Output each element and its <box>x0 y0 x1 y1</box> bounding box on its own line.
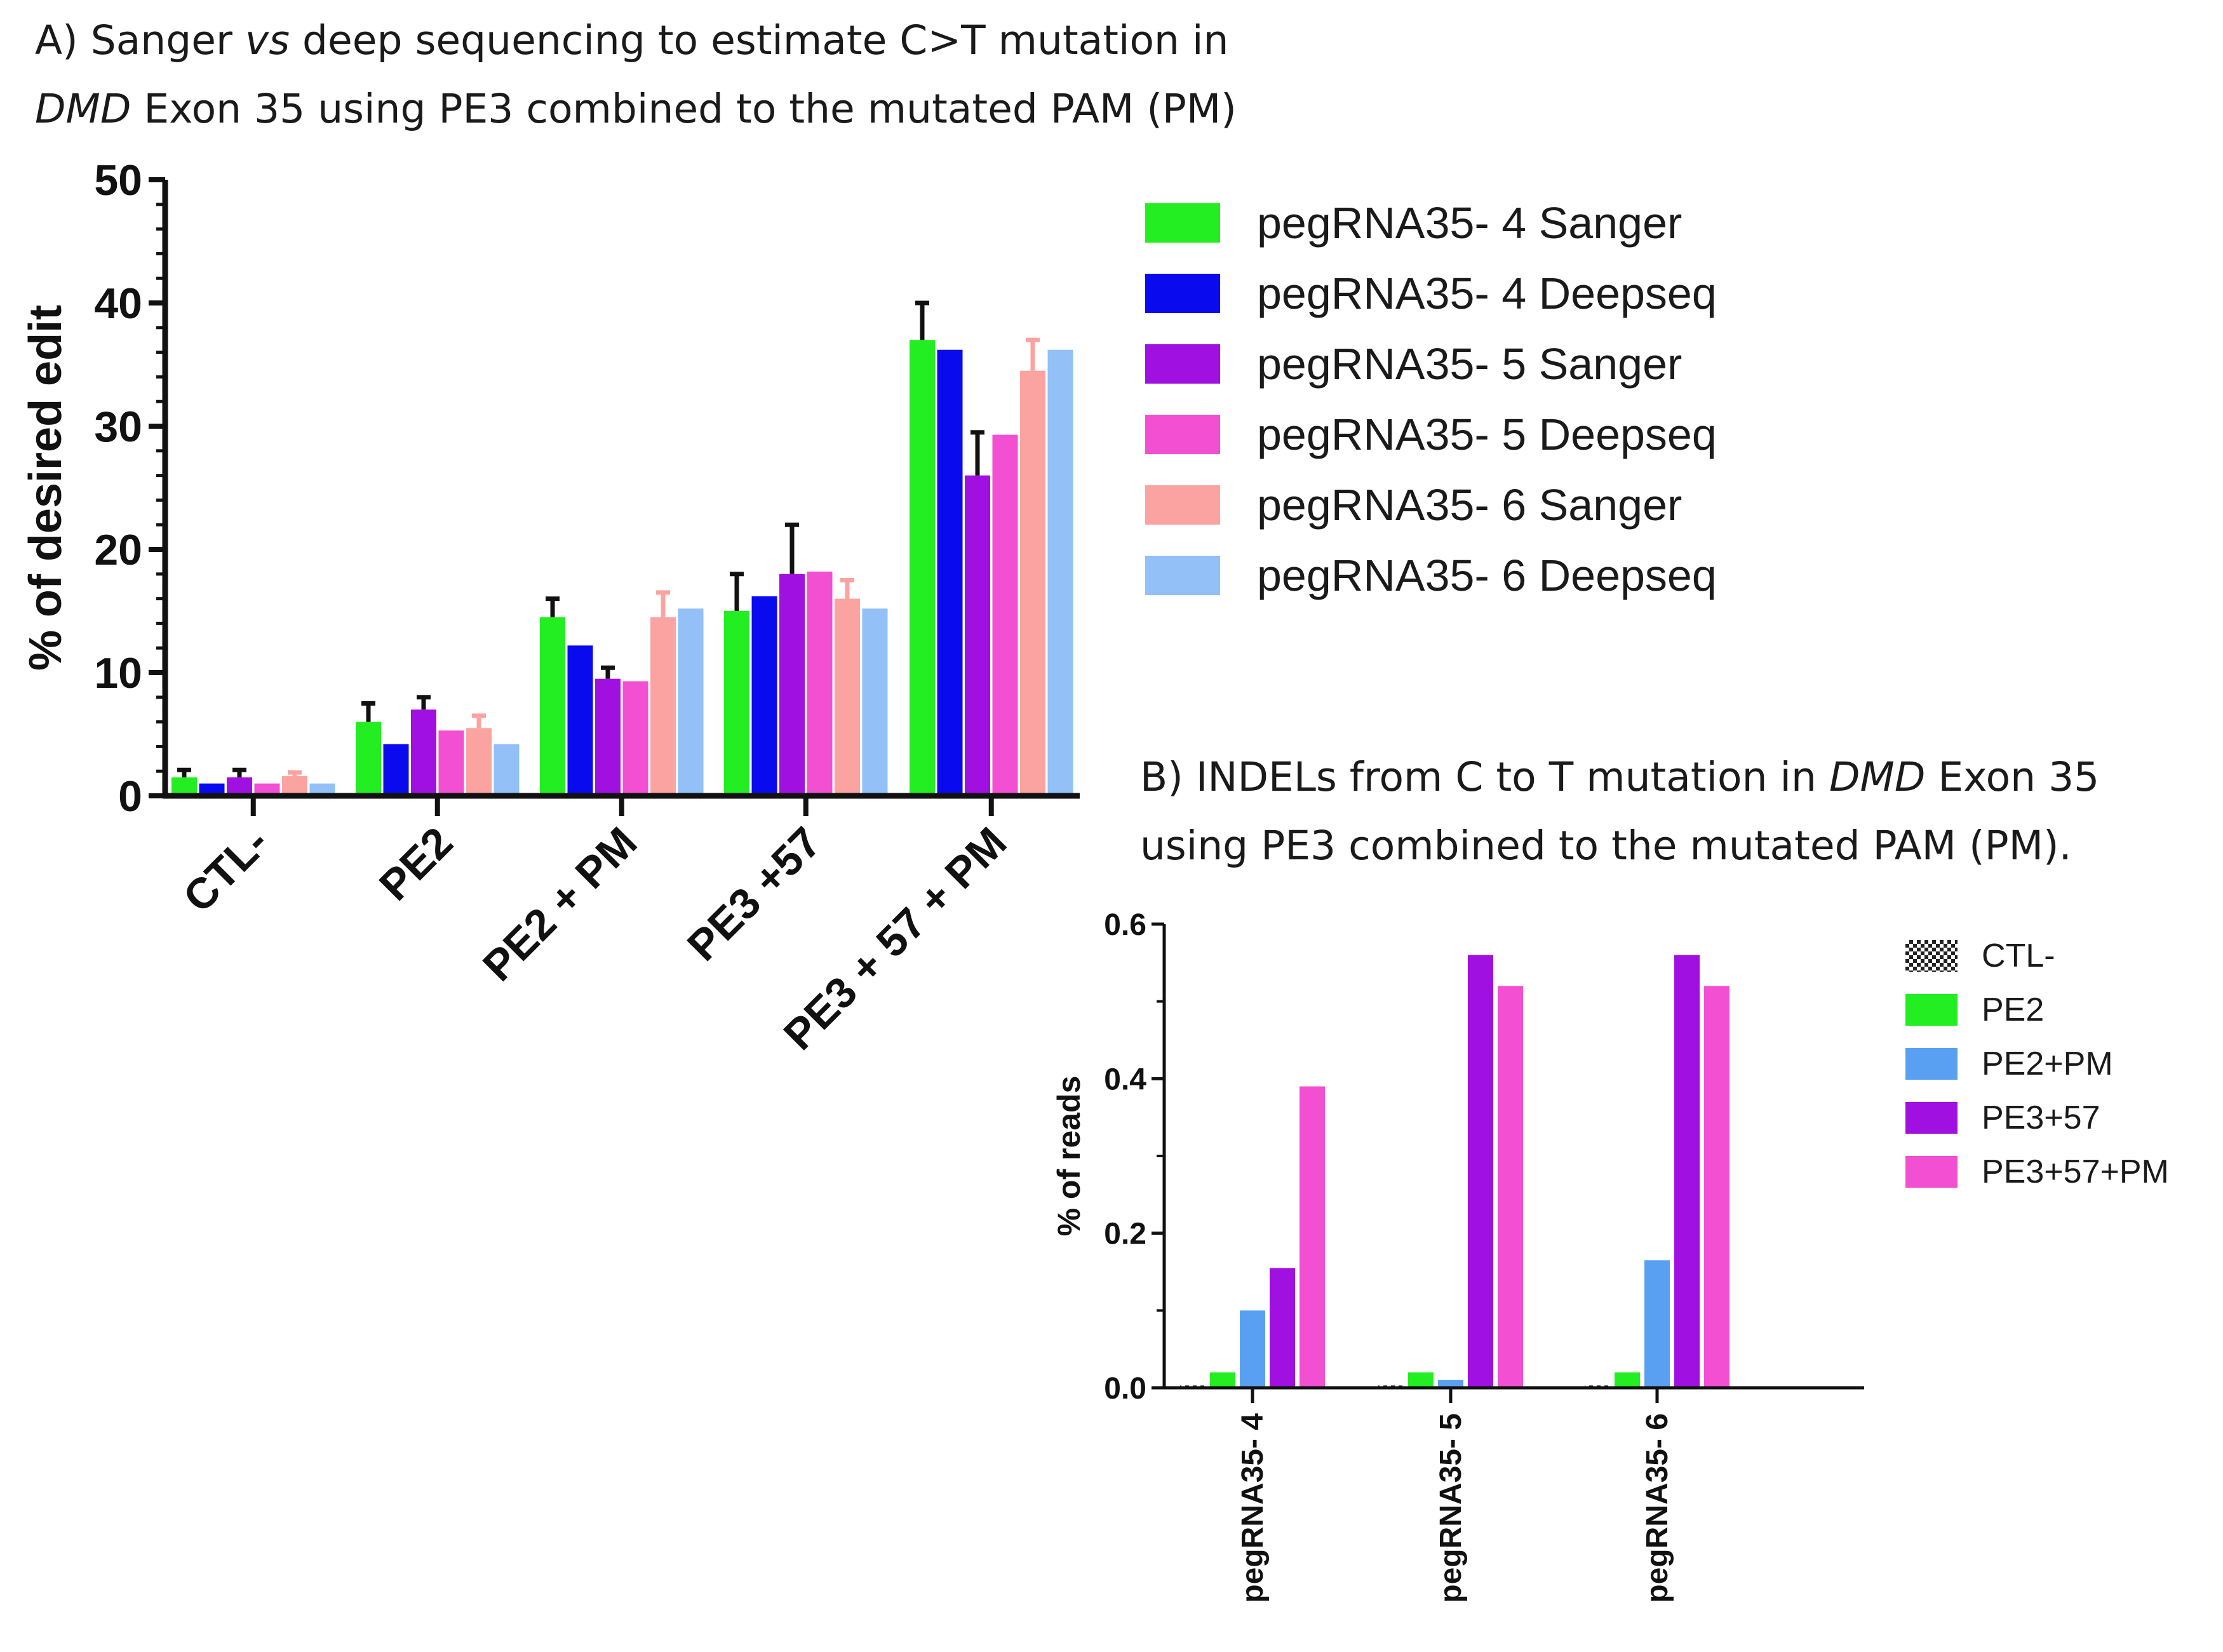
y-tick-label: 30 <box>94 403 142 451</box>
y-tick-label: 0 <box>118 772 142 821</box>
bar <box>383 744 409 796</box>
bar <box>751 596 777 796</box>
bar <box>199 783 225 796</box>
x-tick-label: pegRNA35- 6 <box>1641 1413 1674 1603</box>
bar <box>724 611 749 796</box>
bar <box>466 728 492 796</box>
y-tick-label: 0.4 <box>1104 1063 1146 1096</box>
panel-a-title-line-1: A) Sanger vs deep sequencing to estimate… <box>35 17 1229 64</box>
bar <box>1300 1086 1325 1388</box>
legend-b-swatch <box>1905 1156 1958 1188</box>
bar <box>992 434 1018 796</box>
bar <box>254 783 280 796</box>
y-axis-title: % of reads <box>1051 1076 1087 1237</box>
bar <box>835 598 860 796</box>
x-tick-label: PE2 <box>370 818 462 910</box>
bar <box>678 608 704 796</box>
legend-b-swatch <box>1905 1048 1958 1080</box>
bar <box>1644 1260 1670 1388</box>
panel-a-title: A) Sanger vs deep sequencing to estimate… <box>35 6 1237 144</box>
bar <box>650 617 676 796</box>
legend-a-swatch <box>1145 415 1220 454</box>
bar <box>1047 349 1073 796</box>
y-tick-label: 10 <box>94 649 142 697</box>
bar <box>171 777 197 796</box>
bar <box>411 709 436 796</box>
legend-b-swatch <box>1905 1102 1958 1134</box>
bar <box>807 571 833 796</box>
panel-b-title-line-1: B) INDELs from C to T mutation in DMD Ex… <box>1140 754 2100 800</box>
bar <box>1020 370 1045 796</box>
legend-a-item: pegRNA35- 5 Deepseq <box>1145 409 1717 460</box>
bar <box>595 678 621 796</box>
y-tick-label: 40 <box>94 279 142 328</box>
panel-b-title: B) INDELs from C to T mutation in DMD Ex… <box>1140 743 2099 880</box>
x-tick-label: PE3 +57 <box>678 818 831 970</box>
legend-a-swatch <box>1145 485 1220 525</box>
legend-a-item: pegRNA35- 4 Deepseq <box>1145 268 1717 319</box>
legend-b-swatch <box>1905 940 1958 972</box>
bar <box>965 475 990 796</box>
x-tick-label: pegRNA35- 4 <box>1236 1413 1270 1603</box>
bar <box>622 681 648 796</box>
legend-b-swatch <box>1905 994 1958 1026</box>
panel-a-title-line-2: DMD Exon 35 using PE3 combined to the mu… <box>35 86 1237 132</box>
legend-a-swatch <box>1145 556 1220 595</box>
legend-a-swatch <box>1145 274 1220 313</box>
bar <box>1408 1372 1434 1388</box>
y-tick-label: 0.0 <box>1104 1372 1146 1406</box>
bar <box>1210 1372 1235 1388</box>
panel-a-chart: 0 10 20 30 40 50 % of desired edit CTL- PE2 PE2 +… <box>20 156 1080 1059</box>
bar <box>567 645 593 796</box>
bar <box>438 730 464 796</box>
bar <box>227 777 252 796</box>
bar <box>862 608 888 796</box>
y-tick-label: 50 <box>94 156 142 205</box>
legend-a-item: pegRNA35- 5 Sanger <box>1145 339 1682 389</box>
bar <box>1438 1380 1463 1388</box>
legend-a-item: pegRNA35- 6 Sanger <box>1145 480 1682 530</box>
bar <box>779 574 805 796</box>
bar <box>494 744 520 796</box>
panel-b-title-line-2: using PE3 combined to the mutated PAM (P… <box>1140 823 2072 869</box>
x-tick-label: CTL- <box>174 818 278 922</box>
x-tick-label: PE2 + PM <box>474 818 647 991</box>
y-tick-label: 0.2 <box>1104 1218 1146 1251</box>
bar <box>1498 986 1523 1388</box>
legend-b-item: PE3+57+PM <box>1905 1153 2169 1191</box>
y-tick-label: 20 <box>94 526 142 574</box>
bar <box>1240 1310 1265 1388</box>
bar <box>1270 1268 1295 1388</box>
bar <box>356 722 381 796</box>
y-tick-label: 0.6 <box>1104 908 1146 942</box>
legend-a-swatch <box>1145 203 1220 243</box>
legend-a-item: pegRNA35- 6 Deepseq <box>1145 550 1717 601</box>
bar <box>309 783 335 796</box>
bar <box>1704 986 1729 1388</box>
bar <box>910 340 935 796</box>
y-axis-title: % of desired edit <box>20 305 71 671</box>
legend-a-item: pegRNA35- 4 Sanger <box>1145 198 1682 248</box>
bar <box>1674 955 1700 1388</box>
bar <box>1468 955 1493 1388</box>
legend-b-item: PE3+57 <box>1905 1099 2100 1137</box>
legend-b-item: PE2 <box>1905 991 2044 1029</box>
bar <box>1615 1372 1640 1388</box>
bar <box>282 776 307 796</box>
panel-b-chart: 0.0 0.2 0.4 0.6 % of reads pegRNA35- 4 pegRNA3… <box>1051 908 1864 1603</box>
legend-b-item: PE2+PM <box>1905 1045 2113 1083</box>
bar <box>540 617 565 796</box>
legend-b-item: CTL- <box>1905 937 2055 975</box>
x-tick-label: pegRNA35- 5 <box>1434 1413 1468 1603</box>
bar <box>937 349 963 796</box>
legend-a-swatch <box>1145 344 1220 384</box>
